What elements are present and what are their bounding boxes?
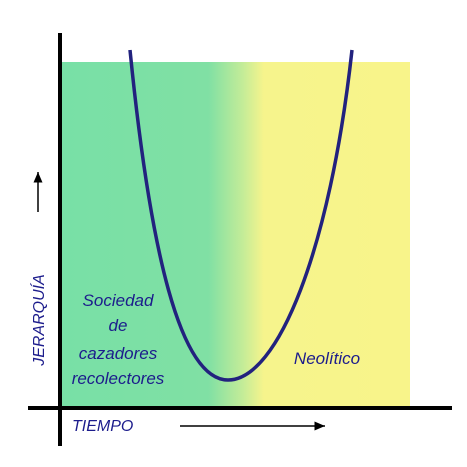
region-label: Neolítico [294,349,360,368]
curve [128,49,354,382]
x-label: TIEMPO [72,418,133,435]
y-label: JERARQUÍA [29,274,48,367]
region-label: recolectores [72,369,165,388]
region-label: de [109,316,128,335]
background-region [62,62,410,408]
region-label: Sociedad [83,291,154,310]
region-label: cazadores [79,344,158,363]
